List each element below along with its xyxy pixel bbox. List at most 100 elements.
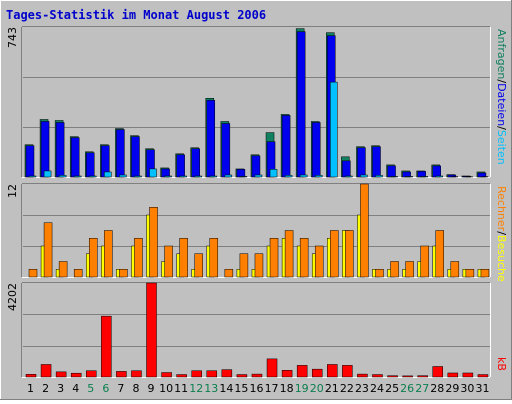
bar-seiten — [360, 175, 367, 177]
bar-rechner — [255, 254, 263, 277]
bar-rechner — [150, 207, 158, 277]
bar-kb — [192, 371, 202, 377]
bar-rechner — [391, 262, 399, 278]
bar-rechner — [451, 262, 459, 278]
bar-dateien — [192, 149, 200, 177]
bar-dateien — [312, 122, 320, 177]
bar-seiten — [29, 176, 36, 177]
bar-kb — [147, 283, 157, 377]
bar-kb — [433, 366, 443, 377]
bar-seiten — [180, 176, 187, 177]
y-axis-max-label: 743 — [6, 27, 19, 48]
x-axis-tick-label: 28 — [430, 382, 444, 395]
bar-rechner — [330, 231, 338, 278]
bar-rechner — [180, 238, 188, 277]
bar-seiten — [59, 175, 66, 177]
bar-seiten — [89, 176, 96, 177]
bar-dateien — [342, 161, 350, 177]
legend-entry: kB — [495, 357, 508, 371]
bar-dateien — [177, 155, 185, 177]
bar-kb — [327, 364, 337, 377]
bar-rechner — [74, 269, 82, 277]
bar-rechner — [270, 238, 278, 277]
bar-seiten — [285, 175, 292, 177]
legend-entry: Dateien — [495, 83, 508, 126]
bar-rechner — [119, 269, 127, 277]
x-axis-tick-label: 12 — [189, 382, 203, 395]
bar-dateien — [41, 121, 49, 177]
x-axis-tick-label: 27 — [415, 382, 429, 395]
bar-seiten — [240, 176, 247, 177]
bar-dateien — [86, 153, 94, 177]
x-axis-tick-label: 21 — [325, 382, 339, 395]
x-axis-tick-label: 11 — [174, 382, 188, 395]
bar-seiten — [44, 171, 51, 177]
x-axis-tick-label: 6 — [102, 382, 109, 395]
bar-seiten — [421, 176, 428, 177]
bar-kb — [56, 372, 66, 377]
x-axis-tick-label: 4 — [72, 382, 79, 395]
bar-dateien — [56, 122, 64, 177]
bar-kb — [342, 365, 352, 377]
legend-top: Anfragen/Dateien/Seiten — [495, 29, 508, 165]
bar-dateien — [282, 115, 290, 177]
bar-rechner — [29, 269, 37, 277]
bar-seiten — [375, 175, 382, 177]
x-axis-tick-label: 15 — [234, 382, 248, 395]
legend-entry: Seiten — [495, 130, 508, 165]
bar-seiten — [345, 176, 352, 177]
bar-seiten — [391, 176, 398, 177]
bar-seiten — [225, 175, 232, 177]
x-axis-tick-label: 25 — [385, 382, 399, 395]
bar-seiten — [315, 175, 322, 177]
bar-kb — [71, 373, 81, 377]
x-axis-tick-label: 9 — [148, 382, 155, 395]
y-axis-max-label: 12 — [6, 184, 19, 198]
bar-kb — [312, 369, 322, 377]
x-axis-tick-label: 8 — [132, 382, 139, 395]
bar-rechner — [89, 238, 97, 277]
bar-kb — [101, 316, 111, 377]
x-axis-tick-label: 22 — [340, 382, 354, 395]
bar-seiten — [134, 176, 141, 177]
x-axis-tick-label: 20 — [310, 382, 324, 395]
bar-kb — [372, 375, 382, 377]
bar-kb — [463, 373, 473, 377]
bar-dateien — [433, 166, 441, 177]
bar-dateien — [297, 32, 305, 177]
bar-seiten — [330, 82, 337, 177]
bar-rechner — [195, 254, 203, 277]
bar-kb — [237, 375, 247, 377]
x-axis-tick-label: 7 — [117, 382, 124, 395]
x-axis-tick-label: 31 — [475, 382, 489, 395]
legend-middle: Rechner/Besuche — [495, 186, 508, 282]
bar-seiten — [436, 176, 443, 177]
legend-entry: Anfragen — [495, 29, 508, 79]
bar-dateien — [237, 169, 245, 177]
bar-seiten — [165, 176, 172, 177]
x-axis-tick-label: 2 — [42, 382, 49, 395]
bar-rechner — [225, 269, 233, 277]
bar-rechner — [481, 269, 489, 277]
bar-kb — [418, 376, 428, 377]
bar-seiten — [74, 176, 81, 177]
bar-seiten — [255, 175, 262, 177]
bar-dateien — [26, 146, 34, 177]
bar-rechner — [59, 262, 67, 278]
bar-dateien — [116, 130, 124, 177]
bar-kb — [252, 374, 262, 377]
bar-kb — [86, 371, 96, 377]
x-axis-tick-label: 24 — [370, 382, 384, 395]
bar-dateien — [222, 124, 230, 177]
bar-dateien — [357, 148, 365, 177]
bar-seiten — [195, 176, 202, 177]
x-axis-tick-label: 26 — [400, 382, 414, 395]
x-axis-tick-label: 29 — [445, 382, 459, 395]
x-axis-tick-label: 3 — [57, 382, 64, 395]
bar-kb — [131, 371, 141, 377]
bar-seiten — [119, 175, 126, 177]
x-axis-tick-label: 16 — [250, 382, 264, 395]
bar-rechner — [240, 254, 248, 277]
x-axis-tick-label: 23 — [355, 382, 369, 395]
